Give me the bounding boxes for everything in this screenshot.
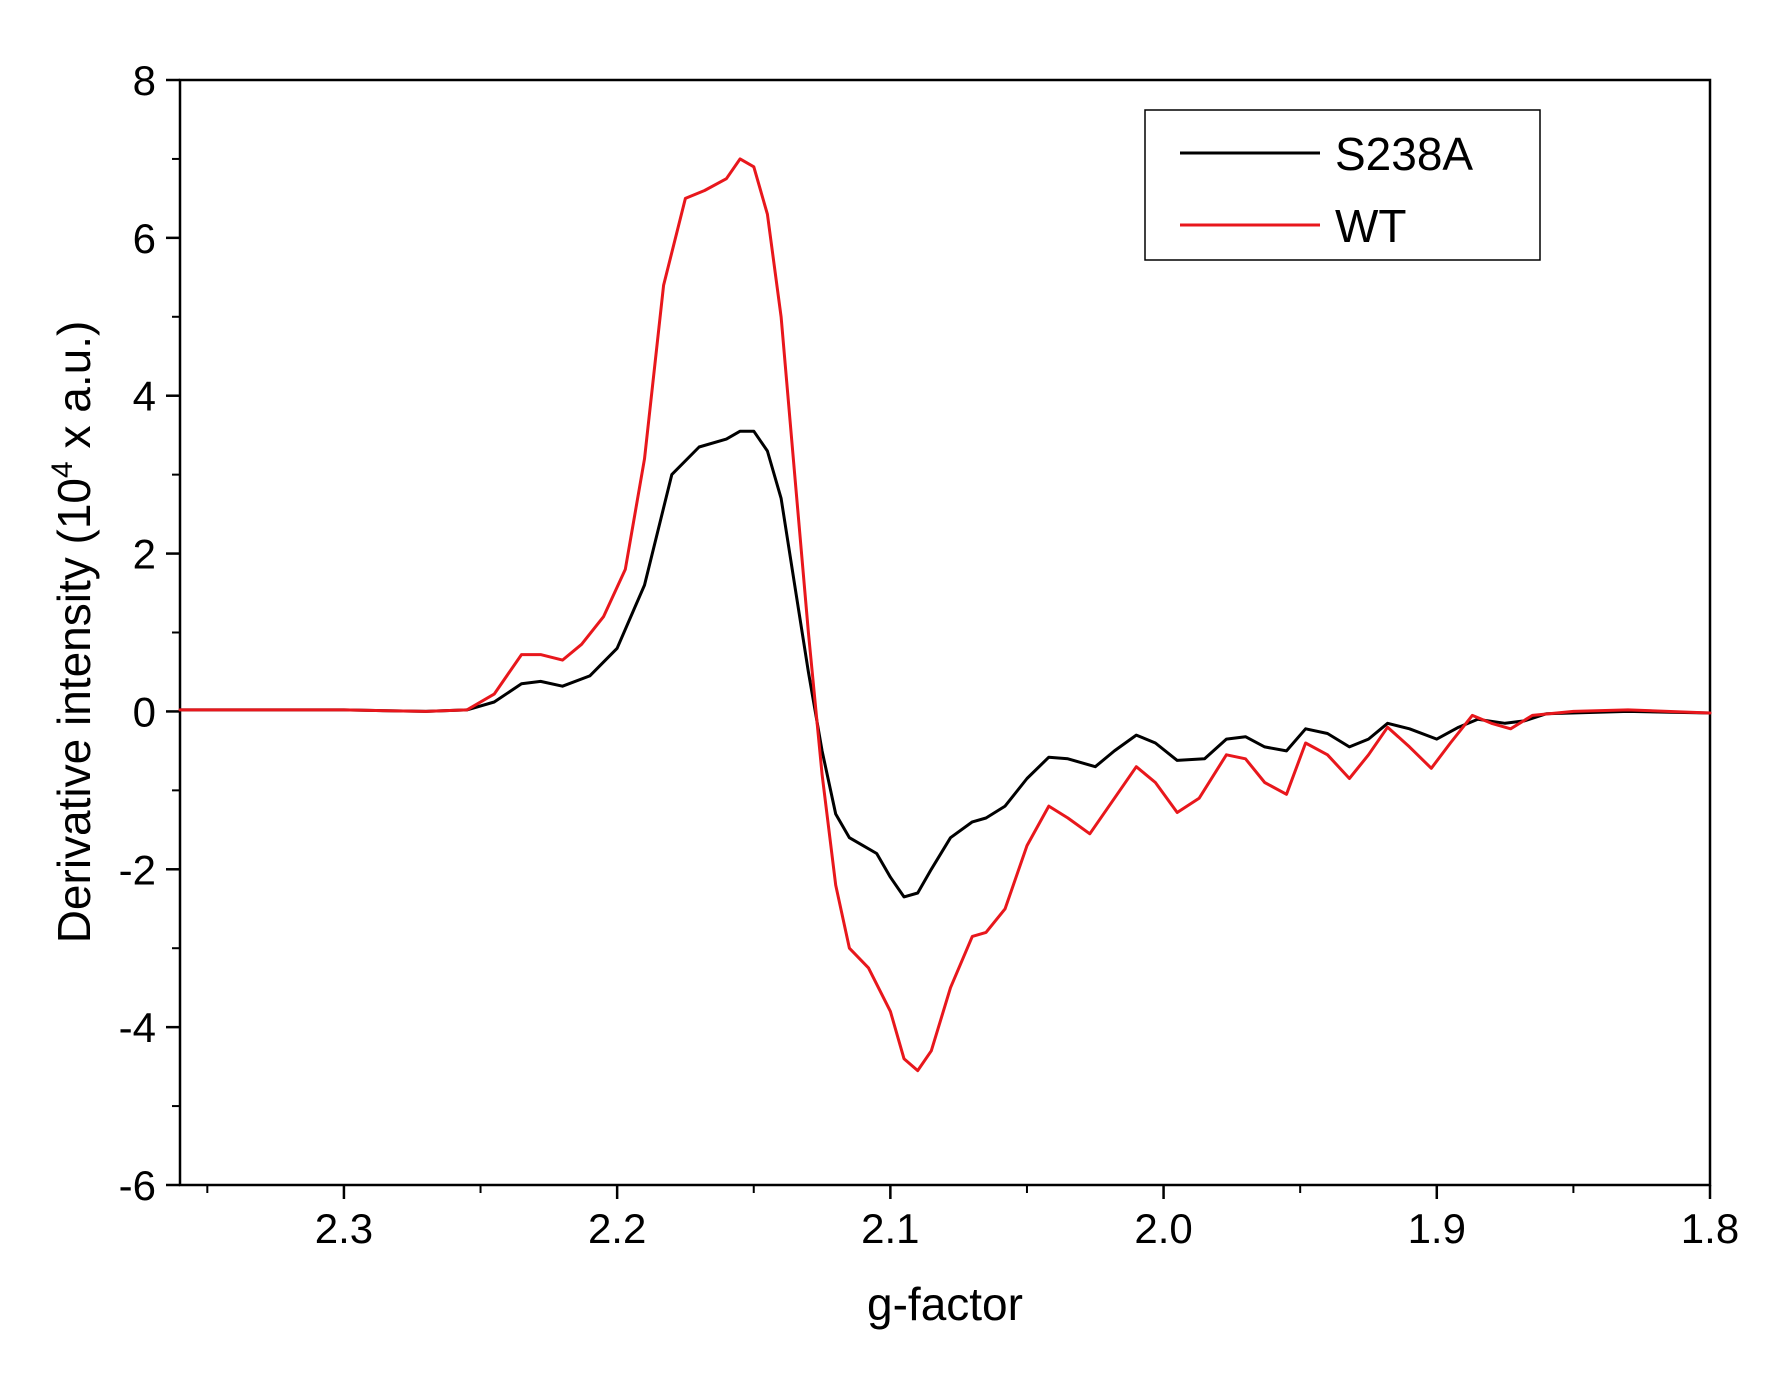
x-tick-label: 2.3: [315, 1205, 373, 1252]
x-axis-title: g-factor: [867, 1278, 1023, 1330]
y-tick-label: -6: [119, 1162, 156, 1209]
x-tick-label: 2.1: [861, 1205, 919, 1252]
y-tick-label: 4: [133, 373, 156, 420]
legend-label-wt: WT: [1335, 200, 1407, 252]
y-tick-label: 6: [133, 215, 156, 262]
series-line-s238a: [178, 429, 1712, 899]
y-tick-label: 2: [133, 531, 156, 578]
y-tick-label: -2: [119, 846, 156, 893]
y-axis-title-prefix: Derivative intensity (10: [48, 478, 100, 943]
y-axis-title: Derivative intensity (104 x a.u.): [46, 321, 100, 944]
x-tick-label: 2.0: [1134, 1205, 1192, 1252]
x-tick-label: 1.8: [1681, 1205, 1739, 1252]
y-axis-ticks: -6 -4 -2 0 2 4 6 8: [119, 57, 180, 1209]
y-axis-title-sup: 4: [46, 461, 79, 478]
series-line-wt: [178, 157, 1712, 1073]
y-tick-label: -4: [119, 1004, 156, 1051]
series-lines: [178, 157, 1712, 1073]
x-tick-label: 2.2: [588, 1205, 646, 1252]
y-tick-label: 0: [133, 688, 156, 735]
y-tick-label: 8: [133, 57, 156, 104]
x-axis-ticks: 2.3 2.2 2.1 2.0 1.9 1.8: [206, 1185, 1739, 1252]
legend-label-s238a: S238A: [1335, 128, 1473, 180]
legend-box: [1144, 109, 1541, 261]
x-tick-label: 1.9: [1408, 1205, 1466, 1252]
y-axis-title-suffix: x a.u.): [48, 321, 100, 462]
legend: S238A WT: [1144, 109, 1541, 261]
